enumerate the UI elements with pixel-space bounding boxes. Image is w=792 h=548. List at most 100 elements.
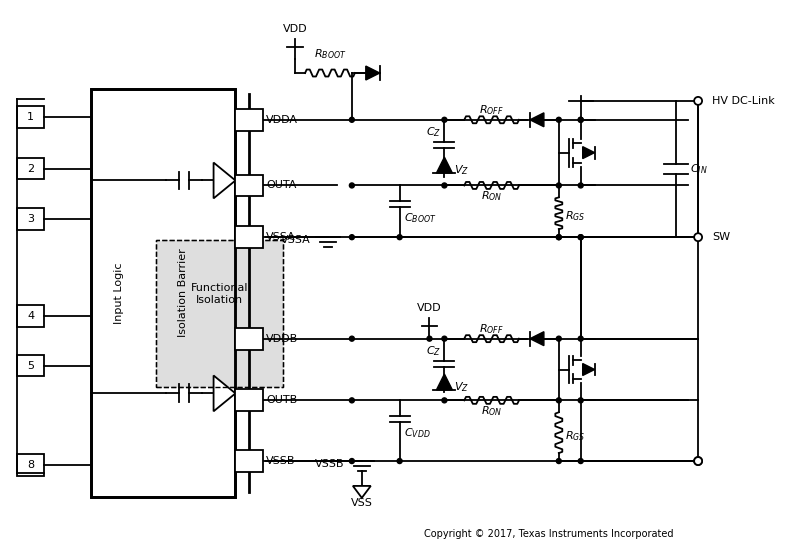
Circle shape (442, 336, 447, 341)
Bar (235, 109, 263, 131)
Polygon shape (530, 332, 544, 346)
Polygon shape (436, 157, 452, 173)
Circle shape (442, 117, 447, 122)
Text: $R_{OFF}$: $R_{OFF}$ (479, 103, 504, 117)
Text: 8: 8 (27, 460, 34, 470)
Circle shape (349, 336, 354, 341)
Text: SW: SW (712, 232, 730, 242)
Text: Input Logic: Input Logic (114, 262, 124, 324)
Bar (17, 454, 44, 476)
Text: VSSB: VSSB (315, 459, 345, 469)
Bar (17, 208, 44, 230)
Text: 5: 5 (27, 361, 34, 370)
Bar (17, 355, 44, 376)
Bar (91, 89, 235, 497)
Text: 11: 11 (243, 334, 256, 344)
Circle shape (556, 235, 562, 239)
Text: 10: 10 (243, 395, 256, 406)
Circle shape (442, 398, 447, 403)
Text: Copyright © 2017, Texas Instruments Incorporated: Copyright © 2017, Texas Instruments Inco… (424, 529, 674, 539)
Circle shape (556, 117, 562, 122)
Text: $R_{OFF}$: $R_{OFF}$ (479, 322, 504, 335)
Bar (235, 174, 263, 196)
Circle shape (349, 183, 354, 188)
Circle shape (578, 117, 583, 122)
Text: $C_Z$: $C_Z$ (426, 344, 441, 357)
Bar (156, 240, 284, 387)
Text: 9: 9 (246, 456, 253, 466)
Polygon shape (583, 147, 595, 158)
Text: OUTB: OUTB (266, 395, 298, 406)
Text: $V_Z$: $V_Z$ (455, 163, 470, 177)
Circle shape (349, 398, 354, 403)
Text: 14: 14 (243, 232, 256, 242)
Polygon shape (214, 163, 235, 198)
Text: VDDA: VDDA (266, 115, 299, 125)
Bar (235, 390, 263, 412)
Text: HV DC-Link: HV DC-Link (712, 96, 775, 106)
Circle shape (578, 235, 583, 239)
Circle shape (556, 183, 562, 188)
Text: VSSB: VSSB (266, 456, 295, 466)
Bar (156, 89, 212, 497)
Text: 1: 1 (27, 112, 34, 122)
Circle shape (442, 183, 447, 188)
Bar (17, 158, 44, 180)
Bar (91, 89, 235, 497)
Bar (235, 226, 263, 248)
Circle shape (556, 398, 562, 403)
Circle shape (556, 459, 562, 464)
Text: $R_{ON}$: $R_{ON}$ (481, 190, 502, 203)
Circle shape (349, 235, 354, 239)
Text: VSSA: VSSA (266, 232, 296, 242)
Circle shape (349, 117, 354, 122)
Bar (156, 240, 284, 387)
Text: OUTA: OUTA (266, 180, 297, 191)
Text: VDD: VDD (283, 24, 307, 34)
Circle shape (694, 457, 702, 465)
Text: $R_{GS}$: $R_{GS}$ (565, 209, 585, 223)
Circle shape (578, 336, 583, 341)
Bar (17, 305, 44, 327)
Text: 4: 4 (27, 311, 34, 321)
Text: 16: 16 (243, 115, 256, 125)
Text: $V_Z$: $V_Z$ (455, 380, 470, 394)
Text: 15: 15 (243, 180, 256, 191)
Circle shape (694, 233, 702, 241)
Text: $R_{BOOT}$: $R_{BOOT}$ (314, 47, 346, 61)
Circle shape (578, 235, 583, 239)
Text: $C_{VDD}$: $C_{VDD}$ (404, 426, 430, 440)
Polygon shape (583, 363, 595, 375)
Text: $C_{IN}$: $C_{IN}$ (690, 162, 708, 176)
Text: 2: 2 (27, 163, 34, 174)
Text: VSS: VSS (351, 498, 373, 508)
Polygon shape (353, 486, 371, 498)
Text: 3: 3 (27, 214, 34, 224)
Circle shape (397, 235, 402, 239)
Text: $C_{BOOT}$: $C_{BOOT}$ (404, 212, 436, 225)
Circle shape (578, 183, 583, 188)
Text: VSSA: VSSA (281, 235, 311, 245)
Text: $C_Z$: $C_Z$ (426, 125, 441, 139)
Circle shape (397, 459, 402, 464)
Circle shape (349, 459, 354, 464)
Circle shape (556, 235, 562, 239)
Circle shape (694, 457, 702, 465)
Text: $R_{GS}$: $R_{GS}$ (565, 429, 585, 443)
Bar (235, 450, 263, 472)
Circle shape (578, 117, 583, 122)
Text: VDDB: VDDB (266, 334, 299, 344)
Circle shape (578, 459, 583, 464)
Text: Isolation Barrier: Isolation Barrier (177, 249, 188, 337)
Circle shape (427, 336, 432, 341)
Bar (17, 106, 44, 128)
Polygon shape (214, 375, 235, 412)
Text: Functional
Isolation: Functional Isolation (191, 283, 249, 305)
Circle shape (578, 398, 583, 403)
Bar (235, 328, 263, 350)
Circle shape (694, 97, 702, 105)
Circle shape (556, 336, 562, 341)
Polygon shape (366, 66, 379, 80)
Text: VDD: VDD (417, 303, 442, 313)
Polygon shape (436, 374, 452, 390)
